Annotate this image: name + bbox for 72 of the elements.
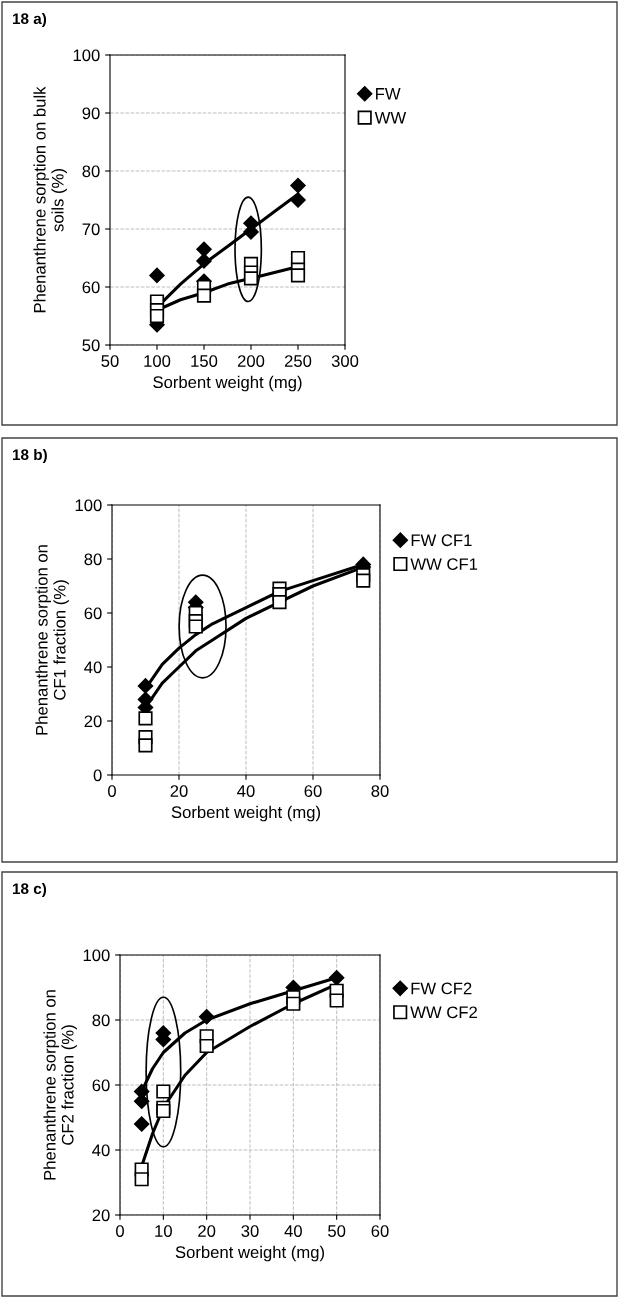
point bbox=[196, 253, 212, 269]
y-tick-label: 60 bbox=[82, 281, 100, 294]
y-tick-label: 50 bbox=[82, 339, 100, 352]
x-tick-label: 60 bbox=[304, 785, 322, 797]
point bbox=[328, 970, 345, 986]
point bbox=[133, 1116, 150, 1132]
x-tick-label: 20 bbox=[170, 785, 188, 797]
point bbox=[286, 996, 301, 1011]
y-tick-label: 80 bbox=[92, 1014, 110, 1027]
y-tick-label: 0 bbox=[93, 769, 102, 782]
point bbox=[137, 678, 154, 694]
x-tick-label: 40 bbox=[284, 1225, 302, 1237]
x-axis-title: Sorbent weight (mg) bbox=[153, 375, 302, 392]
chart-title: 18 c) bbox=[12, 882, 47, 898]
x-tick-label: 300 bbox=[331, 355, 359, 367]
point bbox=[149, 267, 165, 284]
point bbox=[156, 1084, 171, 1099]
x-axis-title: Sorbent weight (mg) bbox=[175, 1245, 324, 1262]
y-axis-title: Phenanthrene sorption on CF1 fraction (%) bbox=[35, 545, 69, 735]
y-tick-label: 70 bbox=[82, 223, 100, 236]
x-tick-label: 200 bbox=[237, 355, 265, 367]
point bbox=[138, 711, 153, 726]
y-axis-title: Phenanthrene sorption on CF2 fraction (%) bbox=[43, 990, 77, 1180]
point bbox=[290, 177, 306, 194]
x-tick-label: 80 bbox=[371, 785, 389, 797]
point bbox=[198, 1009, 215, 1025]
x-tick-label: 40 bbox=[237, 785, 255, 797]
y-tick-label: 80 bbox=[82, 165, 100, 178]
x-tick-label: 20 bbox=[198, 1225, 216, 1237]
x-tick-label: 50 bbox=[328, 1225, 346, 1237]
x-axis-title: Sorbent weight (mg) bbox=[171, 805, 320, 822]
x-tick-label: 100 bbox=[144, 355, 171, 367]
y-tick-label: 60 bbox=[92, 1079, 110, 1092]
point bbox=[329, 993, 344, 1008]
y-tick-label: 60 bbox=[84, 607, 102, 620]
point bbox=[356, 573, 371, 588]
point bbox=[138, 738, 153, 753]
legend-label: FW CF1 bbox=[411, 534, 472, 547]
point bbox=[149, 308, 165, 324]
y-tick-label: 40 bbox=[84, 661, 102, 674]
legend-label: FW CF2 bbox=[411, 982, 472, 995]
chart-title: 18 b) bbox=[12, 448, 47, 464]
point bbox=[290, 192, 306, 208]
point bbox=[188, 619, 203, 634]
legend-label: WW CF1 bbox=[410, 558, 478, 571]
point bbox=[290, 268, 306, 283]
y-tick-label: 100 bbox=[73, 49, 100, 62]
y-tick-label: 20 bbox=[92, 1209, 110, 1222]
x-tick-label: 250 bbox=[284, 355, 312, 367]
point bbox=[272, 595, 287, 610]
point bbox=[156, 1103, 171, 1119]
x-tick-label: 10 bbox=[155, 1225, 172, 1237]
y-tick-label: 80 bbox=[84, 553, 102, 566]
y-tick-label: 100 bbox=[83, 949, 110, 962]
point bbox=[196, 288, 212, 303]
point bbox=[134, 1172, 149, 1187]
point bbox=[243, 271, 259, 286]
x-tick-label: 30 bbox=[241, 1225, 259, 1237]
x-tick-label: 50 bbox=[101, 355, 119, 367]
y-tick-label: 40 bbox=[92, 1144, 110, 1157]
x-tick-label: 0 bbox=[116, 1225, 124, 1237]
legend-label: WW bbox=[374, 111, 407, 124]
legend-label: FW bbox=[376, 88, 401, 100]
chart-title: 18 a) bbox=[12, 12, 47, 28]
x-tick-label: 150 bbox=[191, 355, 218, 367]
y-tick-label: 100 bbox=[75, 499, 102, 512]
y-tick-label: 20 bbox=[84, 715, 102, 728]
legend-label: WW CF2 bbox=[410, 1006, 477, 1019]
y-tick-label: 90 bbox=[82, 107, 100, 120]
point bbox=[199, 1038, 214, 1054]
x-tick-label: 60 bbox=[371, 1225, 389, 1237]
y-axis-title: Phenanthrene sorption on bulk soils (%) bbox=[33, 86, 67, 313]
